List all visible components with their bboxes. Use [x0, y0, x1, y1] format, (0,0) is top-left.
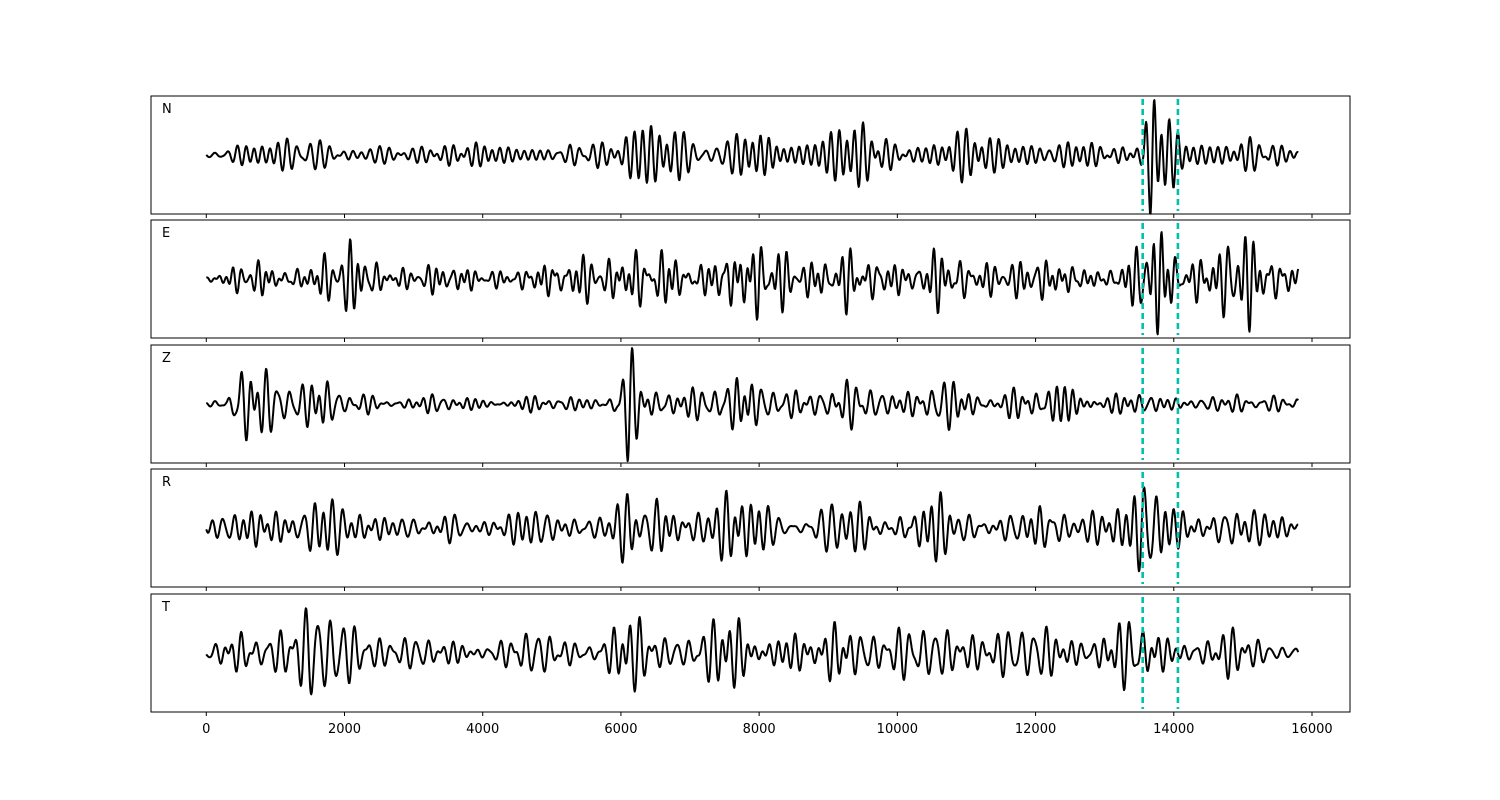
panel-east: E: [150, 219, 1351, 342]
x-axis: 0 2000 4000 6000 8000 10000 12000 14000 16000: [202, 722, 1333, 737]
x-tick-label: 10000: [877, 722, 918, 737]
x-tick-label: 4000: [466, 722, 499, 737]
x-tick-label: 14000: [1153, 722, 1194, 737]
panel-frame: [150, 95, 1351, 215]
panel-label-vertical: Z: [162, 351, 171, 366]
x-tick-label: 2000: [328, 722, 361, 737]
panel-label-east: E: [162, 226, 170, 241]
waveform-radial: [205, 486, 1299, 573]
waveform-east: [205, 231, 1300, 336]
panel-frame: [150, 344, 1351, 464]
panel-transverse: T: [150, 593, 1351, 716]
panel-label-radial: R: [162, 475, 171, 490]
waveform-north: [205, 99, 1299, 215]
x-tick-label: 0: [202, 722, 210, 737]
panel-frame: [150, 468, 1351, 588]
panel-frame: [150, 219, 1351, 339]
x-tick-label: 8000: [743, 722, 776, 737]
waveform-vertical: [205, 347, 1299, 463]
panel-north: N: [150, 95, 1351, 218]
panel-frame: [150, 593, 1351, 713]
panel-label-transverse: T: [161, 600, 170, 615]
panels-group: N E Z R T: [150, 95, 1351, 716]
panel-radial: R: [150, 468, 1351, 591]
x-tick-label: 6000: [604, 722, 637, 737]
panel-label-north: N: [162, 102, 172, 117]
x-tick-label: 12000: [1015, 722, 1056, 737]
panel-vertical: Z: [150, 344, 1351, 467]
x-tick-label: 16000: [1291, 722, 1332, 737]
waveform-transverse: [205, 607, 1300, 696]
